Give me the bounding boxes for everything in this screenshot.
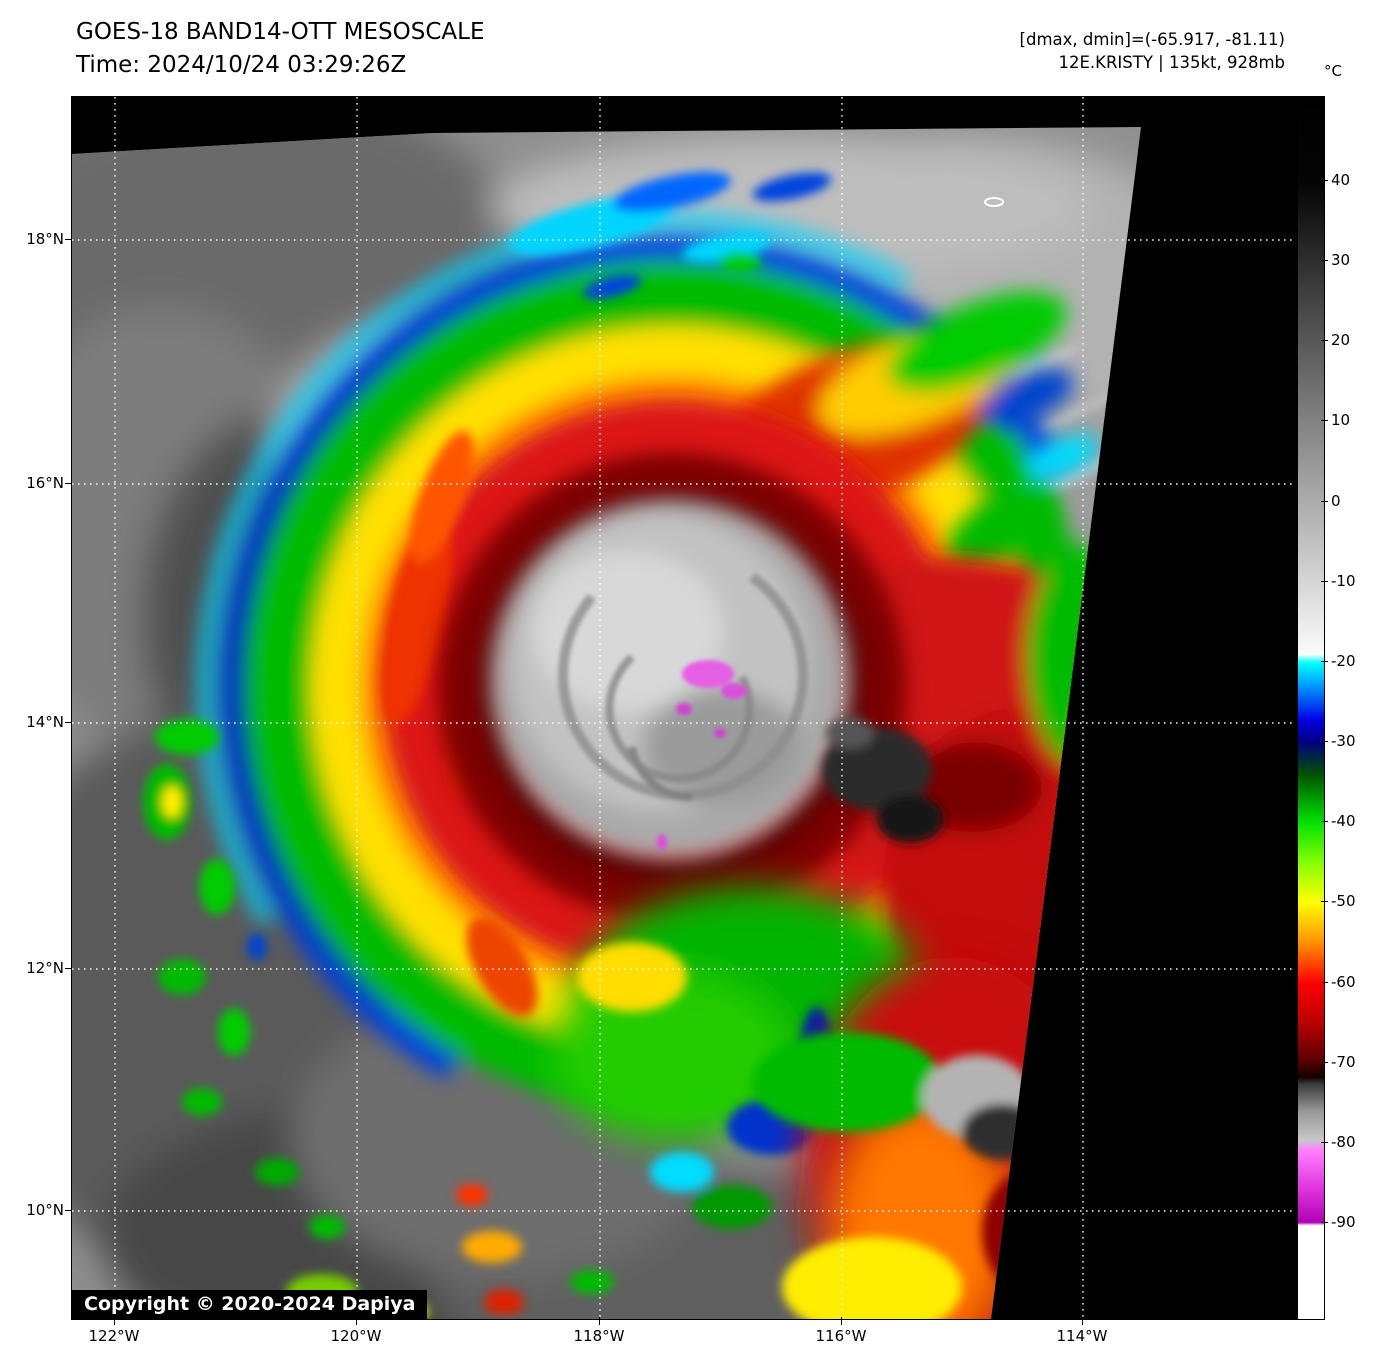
- colorbar-tick-m20: -20: [1321, 652, 1356, 670]
- colorbar-tick-m80: -80: [1321, 1133, 1356, 1151]
- lon-label-118w: 118°W: [559, 1317, 639, 1346]
- lon-label-122w: 122°W: [74, 1317, 154, 1346]
- image-timestamp: Time: 2024/10/24 03:29:26Z: [76, 52, 407, 78]
- lat-label-18n: 18°N: [0, 229, 72, 249]
- temperature-colorbar: [1297, 96, 1325, 1320]
- colorbar-tick-10: 10: [1320, 411, 1351, 429]
- lon-label-116w: 116°W: [801, 1317, 881, 1346]
- image-title: GOES-18 BAND14-OTT MESOSCALE: [76, 19, 485, 45]
- colorbar-tick-m50: -50: [1321, 892, 1356, 910]
- colorbar-tick-40: 40: [1320, 171, 1351, 189]
- header-block: GOES-18 BAND14-OTT MESOSCALE Time: 2024/…: [76, 16, 485, 82]
- lon-label-120w: 120°W: [316, 1317, 396, 1346]
- satellite-map: Copyright © 2020-2024 Dapiya: [71, 96, 1297, 1320]
- colorbar-tick-0: 0: [1321, 492, 1341, 510]
- colorbar-tick-m90: -90: [1321, 1213, 1356, 1231]
- annotation-block: [dmax, dmin]=(-65.917, -81.11) 12E.KRIST…: [1020, 28, 1285, 74]
- lat-lon-gridlines: [72, 97, 1296, 1319]
- colorbar-tick-30: 30: [1320, 251, 1351, 269]
- colorbar-tick-m40: -40: [1321, 812, 1356, 830]
- colorbar-tick-20: 20: [1320, 331, 1351, 349]
- lat-label-14n: 14°N: [0, 712, 72, 732]
- storm-info-annotation: 12E.KRISTY | 135kt, 928mb: [1058, 53, 1285, 72]
- dmax-dmin-annotation: [dmax, dmin]=(-65.917, -81.11): [1019, 30, 1285, 49]
- lon-label-114w: 114°W: [1042, 1317, 1122, 1346]
- lat-label-12n: 12°N: [0, 958, 72, 978]
- colorbar-unit-label: °C: [1324, 62, 1342, 80]
- coldest-tops-magenta: [657, 660, 747, 850]
- colorbar-tick-m10: -10: [1321, 572, 1356, 590]
- colorbar-tick-m30: -30: [1321, 732, 1356, 750]
- hurricane-satellite-graphic: [72, 97, 1296, 1319]
- lat-label-16n: 16°N: [0, 473, 72, 493]
- copyright-badge: Copyright © 2020-2024 Dapiya: [72, 1290, 428, 1319]
- colorbar-tick-m60: -60: [1321, 973, 1356, 991]
- lat-label-10n: 10°N: [0, 1200, 72, 1220]
- colorbar-tick-m70: -70: [1321, 1053, 1356, 1071]
